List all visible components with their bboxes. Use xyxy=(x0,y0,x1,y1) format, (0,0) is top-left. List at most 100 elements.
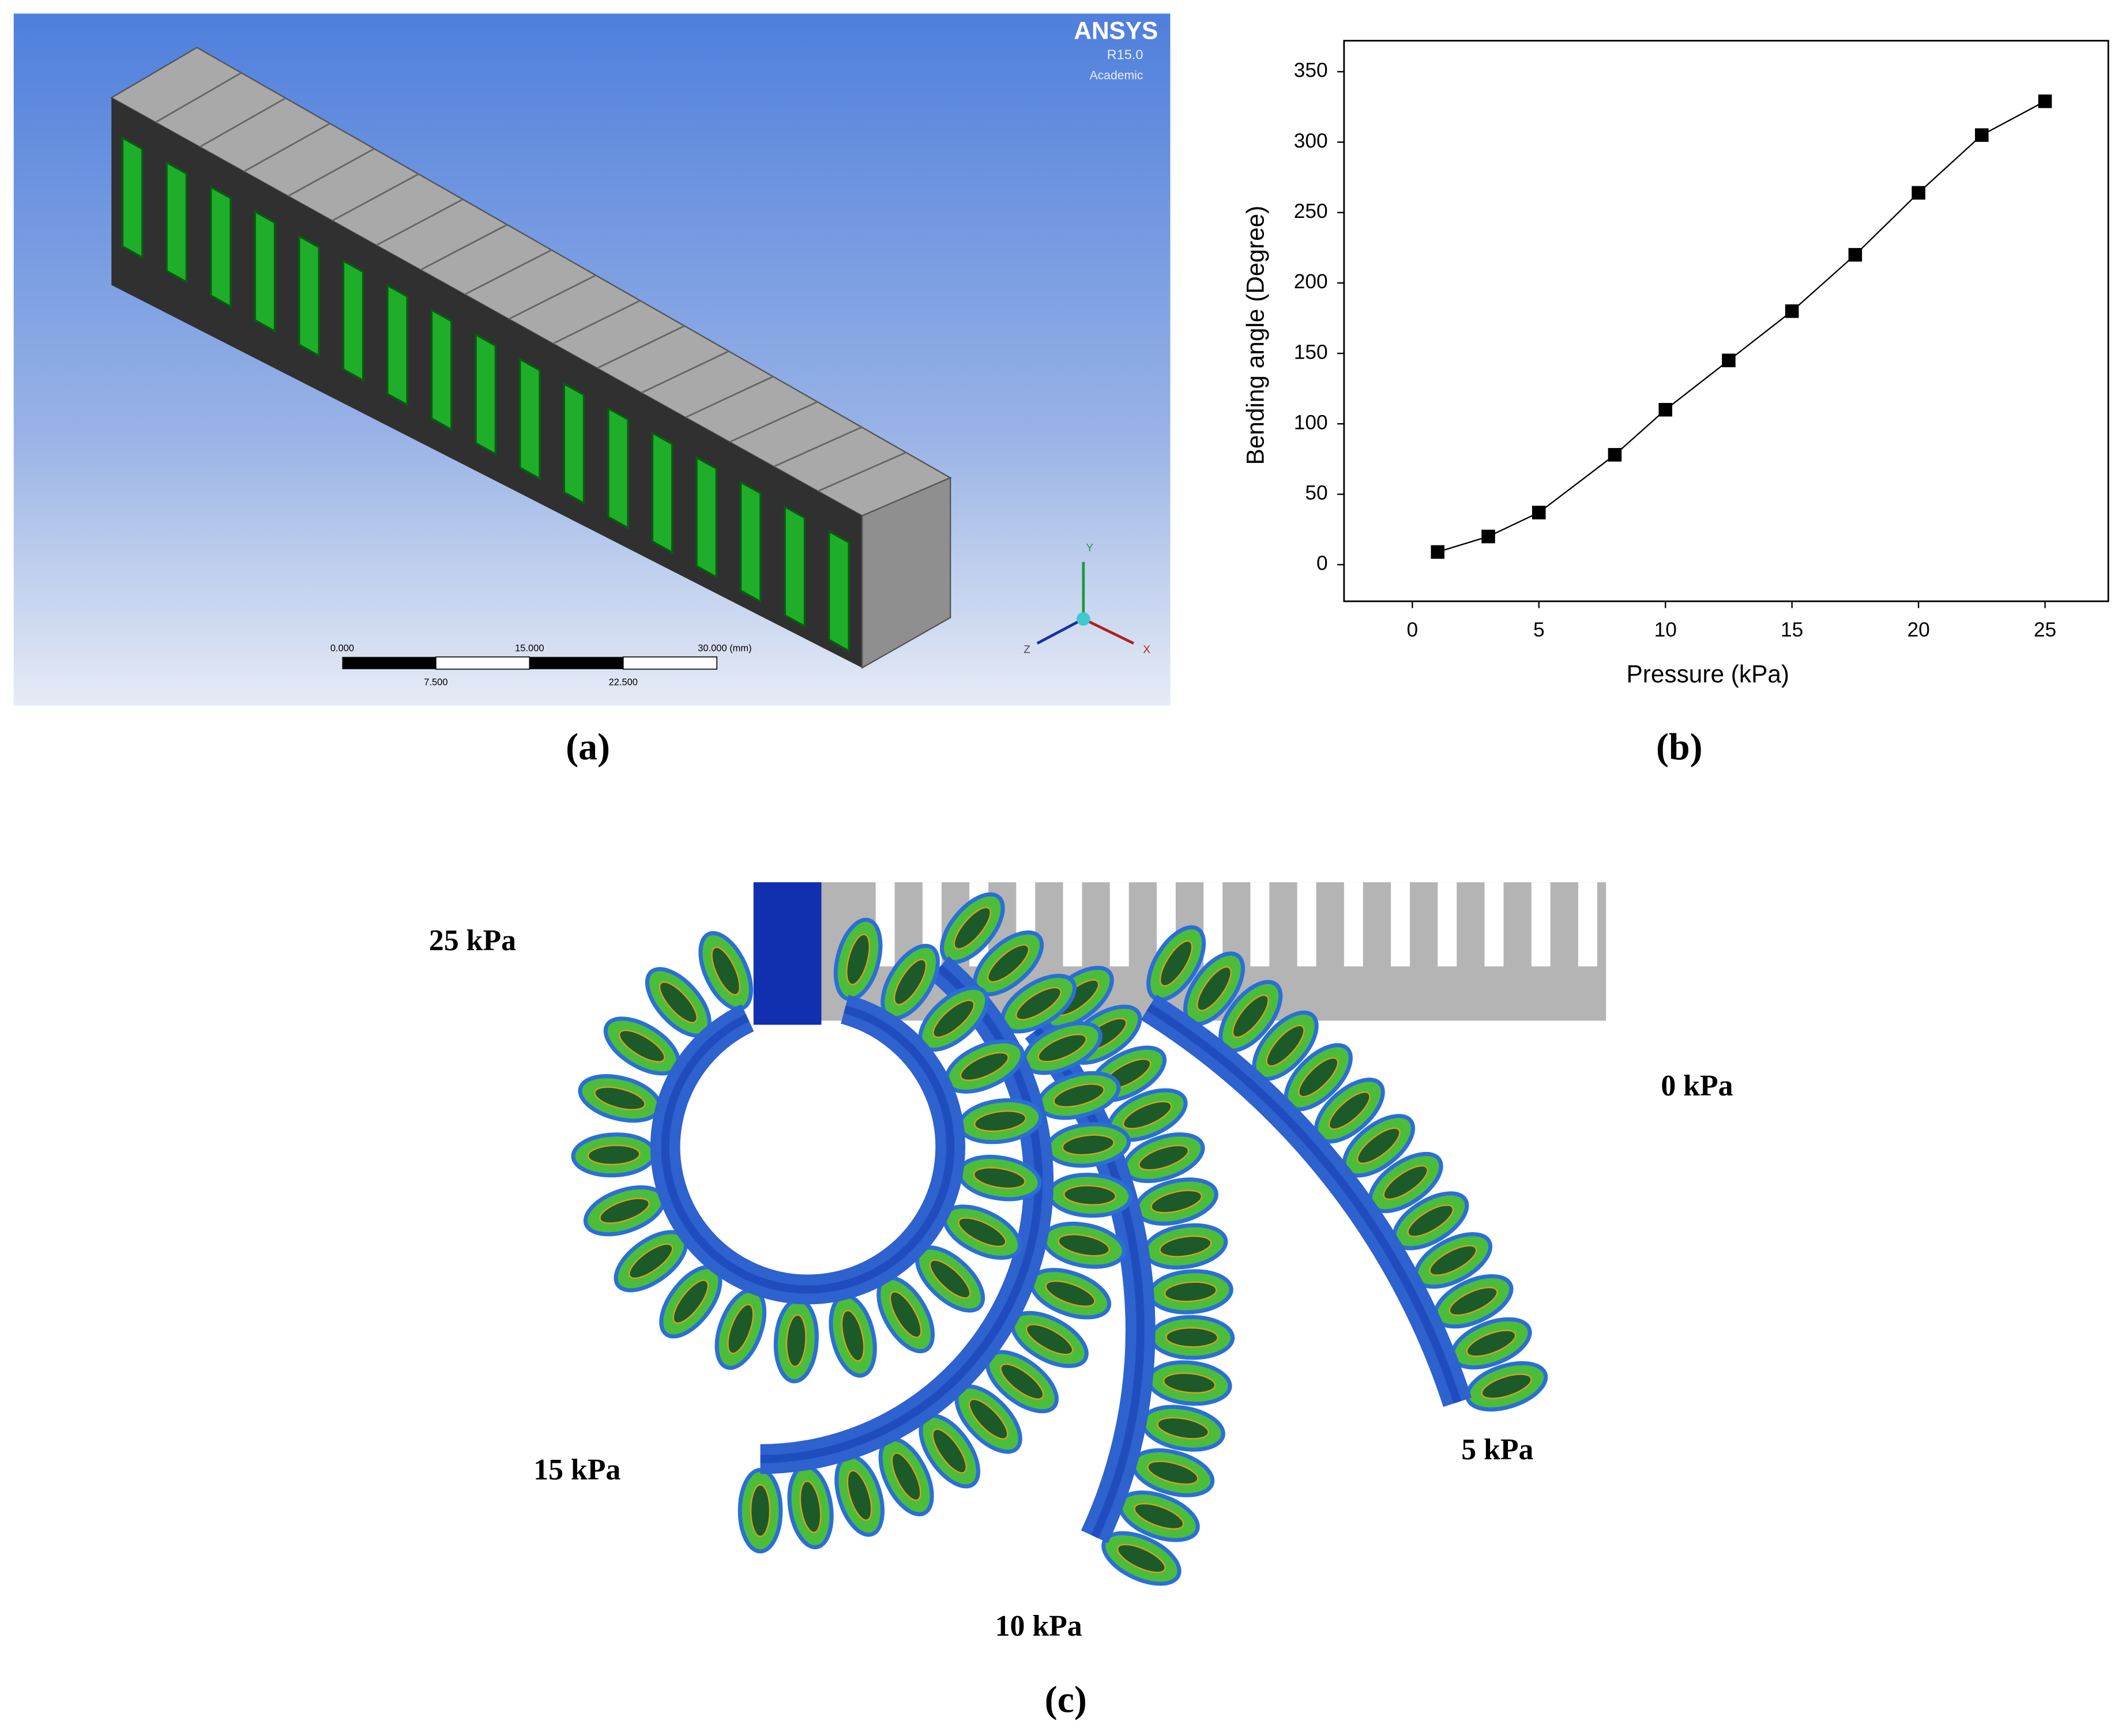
chamber-core xyxy=(958,1217,1007,1247)
panel-c: 25 kPa 0 kPa 15 kPa 5 kPa 10 kPa xyxy=(429,882,1733,1643)
chamber-core xyxy=(1157,1417,1209,1440)
y-tick-label: 50 xyxy=(1305,482,1327,504)
chamber-core xyxy=(711,946,740,996)
x-tick-label: 25 xyxy=(2034,619,2056,641)
data-point xyxy=(1912,186,1925,200)
chamber xyxy=(942,1204,1022,1260)
chamber-window xyxy=(386,283,409,407)
data-point xyxy=(1481,529,1495,544)
slot xyxy=(1203,882,1223,967)
chamber-core xyxy=(750,1484,771,1538)
chamber xyxy=(787,1464,834,1550)
chamber-core xyxy=(1232,994,1269,1038)
triad-label: Y xyxy=(1086,541,1094,553)
x-tick-label: 15 xyxy=(1781,619,1803,641)
chamber-core xyxy=(1138,1144,1190,1171)
chamber-core xyxy=(659,981,698,1023)
segment-divider xyxy=(464,249,552,295)
data-point xyxy=(1848,248,1863,262)
pressure-label: 10 kPa xyxy=(995,1610,1082,1643)
chamber xyxy=(714,1288,767,1370)
segment-divider xyxy=(332,173,419,222)
segment-divider xyxy=(287,148,375,197)
scale-label: 0.000 xyxy=(330,643,354,654)
pressure-label: 5 kPa xyxy=(1461,1433,1533,1466)
beam-end xyxy=(861,476,951,669)
chamber xyxy=(1118,1490,1200,1542)
chamber-window xyxy=(430,308,453,432)
chamber-window xyxy=(695,455,718,579)
chamber-core xyxy=(1165,1327,1218,1348)
chamber-core xyxy=(1159,1235,1212,1257)
segment-divider xyxy=(243,122,330,172)
chamber xyxy=(1450,1317,1532,1370)
segment-divider xyxy=(508,274,596,320)
chamber-core xyxy=(891,1452,921,1501)
chamber xyxy=(645,967,712,1038)
chamber xyxy=(1041,1221,1126,1269)
chamber-window xyxy=(209,185,232,308)
segment-divider xyxy=(597,325,685,369)
plot-frame xyxy=(1343,40,2109,602)
chamber-core xyxy=(960,1052,1009,1081)
chamber-window xyxy=(784,504,806,628)
triad-label: Z xyxy=(1024,643,1030,656)
triad-label: X xyxy=(1143,643,1150,656)
slot xyxy=(1344,882,1363,967)
strain-layer-core xyxy=(1146,1003,1462,1404)
chamber xyxy=(1045,1122,1131,1168)
chamber xyxy=(876,1275,935,1354)
x-axis-label: Pressure (kPa) xyxy=(1627,661,1789,688)
data-point xyxy=(2038,94,2052,108)
segment-divider xyxy=(685,375,774,419)
chamber xyxy=(1368,1151,1443,1214)
chamber xyxy=(1134,1177,1218,1226)
chamber xyxy=(1047,1173,1133,1218)
slot xyxy=(1250,882,1270,967)
chamber xyxy=(1143,1223,1228,1270)
chamber-core xyxy=(1466,1330,1517,1357)
chamber-core xyxy=(973,1167,1026,1189)
chamber-core xyxy=(1053,1083,1105,1108)
chamber-core xyxy=(1025,1324,1074,1355)
chamber-core xyxy=(599,1197,650,1224)
slot xyxy=(1063,882,1082,967)
chamber-core xyxy=(987,944,1030,983)
chamber-core xyxy=(1058,1234,1110,1257)
chamber-core xyxy=(1000,1364,1044,1400)
chamber-window xyxy=(607,406,630,530)
chamber-core xyxy=(1407,1204,1454,1237)
chamber xyxy=(1037,1071,1121,1120)
x-tick-label: 20 xyxy=(1907,619,1929,641)
chamber-core xyxy=(953,906,991,950)
fixed-end xyxy=(753,882,822,1025)
slot xyxy=(1109,882,1129,967)
scale-label: 7.500 xyxy=(424,677,447,687)
chamber xyxy=(1146,925,1206,1002)
y-tick-label: 300 xyxy=(1294,130,1328,152)
chamber-window xyxy=(651,431,674,555)
chamber xyxy=(973,930,1044,997)
chamber-core xyxy=(1383,1165,1428,1200)
segment-divider xyxy=(199,97,286,148)
chamber-core xyxy=(1015,986,1062,1020)
chamber-window xyxy=(563,382,585,506)
scale-label: 15.000 xyxy=(515,643,544,654)
chamber-core xyxy=(1150,1189,1203,1214)
scale-bar xyxy=(435,656,530,670)
chamber-core xyxy=(1117,1543,1166,1573)
chamber-core xyxy=(968,1398,1009,1440)
panel-b: Pressure (kPa) Bending angle (Degree) 0 5… xyxy=(1241,40,2109,688)
slot xyxy=(1297,882,1316,967)
chamber-core xyxy=(1197,966,1232,1011)
chamber-core xyxy=(1063,1185,1116,1206)
chamber-window xyxy=(518,357,541,481)
chamber xyxy=(1147,1269,1233,1315)
segment-divider xyxy=(729,401,818,443)
x-tick-label: 5 xyxy=(1533,619,1545,641)
chamber xyxy=(698,931,753,1011)
triad-axis xyxy=(1036,617,1084,645)
ansys-license: Academic xyxy=(1089,69,1143,82)
